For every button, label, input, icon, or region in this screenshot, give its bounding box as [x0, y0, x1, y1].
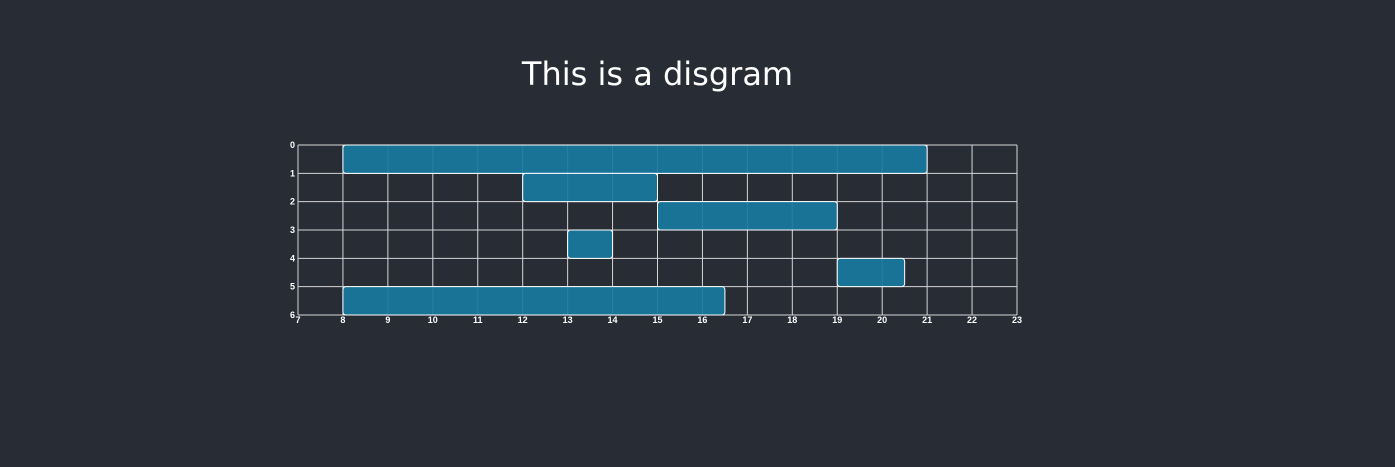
x-tick-label: 23 — [1012, 315, 1022, 325]
range-bar — [342, 144, 928, 174]
x-tick-label: 20 — [877, 315, 887, 325]
x-tick-label: 22 — [967, 315, 977, 325]
y-tick-label: 0 — [290, 140, 295, 150]
x-tick-label: 11 — [473, 315, 483, 325]
x-tick-label: 16 — [697, 315, 707, 325]
y-tick-label: 6 — [290, 310, 295, 320]
x-tick-label: 14 — [608, 315, 618, 325]
x-tick-label: 18 — [787, 315, 797, 325]
x-tick-label: 8 — [340, 315, 345, 325]
x-tick-label: 21 — [922, 315, 932, 325]
x-tick-label: 7 — [295, 315, 300, 325]
chart-title: This is a disgram — [521, 55, 794, 93]
x-tick-label: 15 — [652, 315, 662, 325]
y-tick-label: 2 — [290, 197, 295, 207]
range-bar — [522, 172, 658, 203]
x-tick-label: 9 — [385, 315, 390, 325]
x-tick-label: 17 — [742, 315, 752, 325]
y-tick-label: 4 — [290, 253, 295, 263]
range-bar — [342, 286, 726, 316]
range-bar — [836, 257, 906, 288]
y-tick-label: 1 — [290, 168, 295, 178]
range-bar — [657, 201, 838, 231]
y-tick-label: 5 — [290, 282, 295, 292]
x-tick-label: 10 — [428, 315, 438, 325]
x-tick-label: 13 — [563, 315, 573, 325]
x-tick-label: 12 — [518, 315, 528, 325]
range-bar — [567, 229, 614, 259]
y-tick-label: 3 — [290, 225, 295, 235]
x-tick-label: 19 — [832, 315, 842, 325]
